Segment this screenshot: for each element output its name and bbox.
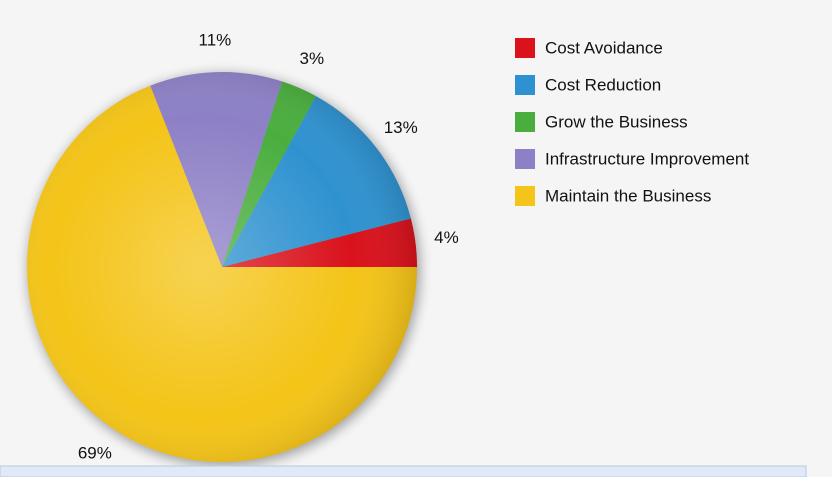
legend-label: Maintain the Business <box>545 186 711 205</box>
slice-label: 4% <box>434 228 459 247</box>
legend-label: Cost Avoidance <box>545 38 663 57</box>
legend-swatch <box>515 149 535 169</box>
legend-label: Grow the Business <box>545 112 688 131</box>
slice-label: 69% <box>78 444 112 463</box>
legend-swatch <box>515 186 535 206</box>
legend-label: Infrastructure Improvement <box>545 149 749 168</box>
slice-label: 13% <box>384 118 418 137</box>
legend-swatch <box>515 75 535 95</box>
pie <box>27 72 418 463</box>
slice-label: 11% <box>199 30 232 49</box>
slice-label: 3% <box>300 49 325 68</box>
bottom-bar <box>0 465 807 477</box>
legend-label: Cost Reduction <box>545 75 661 94</box>
legend-swatch <box>515 112 535 132</box>
legend-swatch <box>515 38 535 58</box>
